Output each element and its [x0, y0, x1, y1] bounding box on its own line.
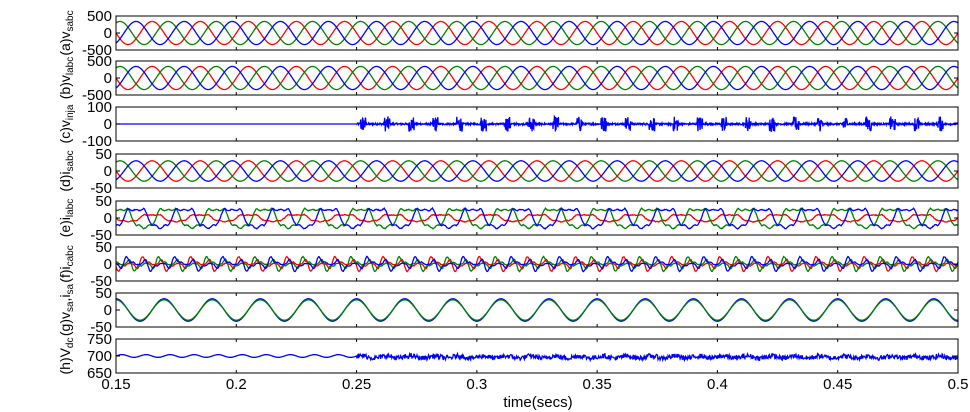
panel-d-plot	[116, 160, 958, 182]
panel-d-ytick-label-2: -50	[90, 180, 112, 197]
panel-g-plot	[116, 298, 958, 322]
panel-b-ytick-label-0: 500	[87, 53, 112, 70]
panel-f-plot	[116, 255, 958, 273]
panel-g-ytick-label-0: 50	[95, 285, 112, 302]
panel-g-series-1	[116, 299, 958, 321]
panel-c-ytick-label-0: 100	[87, 99, 112, 116]
panel-h-ylabel: (h)Vdc	[57, 337, 76, 374]
panel-b-ylabel: (b)vlabc	[57, 57, 76, 99]
panel-f-ytick-label-0: 50	[95, 239, 112, 256]
panel-b-ytick-label-2: -500	[82, 87, 112, 104]
panel-f-ytick-label-2: -50	[90, 273, 112, 290]
panel-a-ytick-label-0: 500	[87, 8, 112, 25]
xtick-label-4: 0.35	[583, 376, 612, 393]
panel-e-series-2	[116, 206, 958, 230]
panel-a-ylabel: (a)vsabc	[57, 10, 76, 55]
panel-a-series-2	[116, 20, 958, 46]
panel-e-frame	[115, 200, 959, 236]
xtick-label-3: 0.3	[466, 376, 487, 393]
panel-a-series-0	[116, 20, 958, 46]
panel-h-ytick-label-0: 750	[87, 331, 112, 348]
panel-d-series-2	[116, 160, 958, 182]
xtick-label-7: 0.5	[948, 376, 969, 393]
panel-g-ytick-label-2: -50	[90, 319, 112, 336]
panel-d-ylabel: (d)isabc	[57, 150, 76, 191]
panel-e-plot	[116, 206, 958, 230]
panel-f-ytick-label-1: 0	[104, 256, 112, 273]
panel-h-series-0	[116, 351, 958, 363]
panel-b-series-2	[116, 65, 958, 91]
panel-e-ytick-label-1: 0	[104, 210, 112, 227]
panel-a-ytick-label-1: 0	[104, 25, 112, 42]
panel-b-plot	[116, 65, 958, 91]
panel-c-ylabel: (c)vinja	[57, 104, 76, 143]
panel-d-frame	[115, 153, 959, 189]
panels-layer: 5000-500(a)vsabc5000-500(b)vlabc1000-100…	[57, 8, 959, 382]
xtick-label-6: 0.45	[823, 376, 852, 393]
panel-a-plot	[116, 20, 958, 46]
panel-c-ytick-label-1: 0	[104, 116, 112, 133]
panel-g-ytick-label-1: 0	[104, 302, 112, 319]
panel-e-series-0	[116, 213, 958, 223]
panel-f-ylabel: (f)icabc	[57, 245, 76, 282]
panel-h-ytick-label-1: 700	[87, 348, 112, 365]
panel-g-ylabel: (g)vsa,isa	[57, 283, 76, 336]
panel-e-ylabel: (e)ilabc	[57, 199, 76, 238]
panel-e: 500-50 (e)ilabc	[57, 193, 959, 244]
x-axis: 0.15 0.2 0.25 0.3 0.35 0.4 0.45 0.5	[101, 376, 968, 393]
panel-h-ytick-label-2: 650	[87, 365, 112, 382]
panel-d-ytick-label-1: 0	[104, 163, 112, 180]
panel-b-ytick-label-1: 0	[104, 70, 112, 87]
xtick-label-2: 0.25	[342, 376, 371, 393]
xtick-label-0: 0.15	[101, 376, 130, 393]
xtick-label-1: 0.2	[226, 376, 247, 393]
panel-f-series-0	[116, 255, 958, 273]
panel-e-ytick-label-0: 50	[95, 193, 112, 210]
panel-e-ytick-label-2: -50	[90, 227, 112, 244]
panel-h-plot	[116, 351, 958, 363]
panel-c-plot	[116, 114, 958, 133]
panel-d-ytick-label-0: 50	[95, 146, 112, 163]
x-axis-label: time(secs)	[503, 394, 572, 411]
panel-b-series-0	[116, 65, 958, 91]
panel-f: 500-50 (f)icabc	[57, 239, 959, 290]
panel-a-ytick-label-2: -500	[82, 42, 112, 59]
panel-d: 500-50 (d)isabc	[57, 146, 959, 197]
panel-f-series-2	[116, 255, 958, 273]
xtick-label-5: 0.4	[707, 376, 728, 393]
panel-d-series-0	[116, 160, 958, 182]
panel-f-series-1	[116, 255, 958, 273]
panel-c-ytick-label-2: -100	[82, 133, 112, 150]
panel-c-series-0	[116, 114, 958, 133]
panel-g: 500-50 (g)vsa,isa	[57, 283, 959, 336]
